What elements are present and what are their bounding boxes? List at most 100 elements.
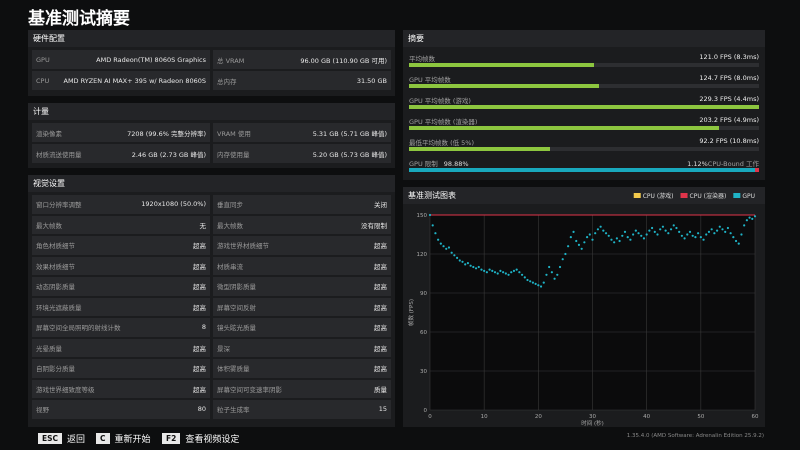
data-point <box>699 236 702 239</box>
setting-value: 80 <box>197 405 206 414</box>
data-point <box>707 230 711 233</box>
data-point <box>710 228 713 231</box>
data-point <box>715 229 719 232</box>
data-point <box>748 216 751 219</box>
setting-cell: 最大帧数 没有限制 <box>213 215 391 234</box>
data-point <box>567 245 570 248</box>
x-tick-label: 50 <box>697 414 704 420</box>
data-point <box>626 236 629 239</box>
setting-cell: CPU AMD RYZEN AI MAX+ 395 w/ Radeon 8060S <box>32 71 210 90</box>
data-point <box>694 236 697 239</box>
setting-label: 屏幕空间可变速率阴影 <box>217 385 282 394</box>
x-tick-label: 0 <box>428 414 432 420</box>
setting-label: 屏幕空间全局照明的射线计数 <box>36 324 121 333</box>
data-point <box>518 271 521 274</box>
data-point <box>680 234 683 237</box>
data-point <box>534 282 537 285</box>
setting-row: GPU AMD Radeon(TM) 8060S Graphics 总 VRAM 96… <box>32 50 391 69</box>
data-point <box>713 232 716 235</box>
setting-value: 超高 <box>193 365 206 374</box>
footer-action[interactable]: C 重新开始 <box>96 432 151 445</box>
data-point <box>599 225 602 228</box>
data-point <box>485 271 488 274</box>
data-point <box>721 228 724 231</box>
panel: 硬件配置 GPU AMD Radeon(TM) 8060S Graphics 总 VR… <box>28 30 395 96</box>
summary-value: 229.3 FPS (4.4ms) <box>699 95 759 103</box>
data-point <box>458 259 461 262</box>
data-point <box>615 237 618 240</box>
key-label: 查看视频设定 <box>185 435 240 445</box>
data-point <box>512 269 516 272</box>
setting-value: 无 <box>199 221 207 230</box>
setting-row: CPU AMD RYZEN AI MAX+ 395 w/ Radeon 8060S… <box>32 71 391 90</box>
setting-cell: 效果材质细节 超高 <box>32 256 210 275</box>
data-point <box>702 238 705 241</box>
setting-cell: 视野 80 <box>32 400 210 419</box>
summary-text: 平均帧数 121.0 FPS (8.3ms) <box>409 50 759 63</box>
data-point <box>550 271 553 274</box>
data-point <box>751 217 754 220</box>
summary-row: 最低平均帧数 (低 5%) 92.2 FPS (10.8ms) <box>409 134 759 155</box>
setting-value: 31.50 GB <box>356 76 387 85</box>
setting-value: 超高 <box>193 385 206 394</box>
setting-row: 环境光遮蔽质量 超高 屏幕空间反射 超高 <box>32 297 391 316</box>
setting-row: 屏幕空间全局照明的射线计数 8 镜头眩光质量 超高 <box>32 318 391 337</box>
fps-bar <box>409 84 600 88</box>
setting-cell: GPU AMD Radeon(TM) 8060S Graphics <box>32 50 210 69</box>
setting-value: 超高 <box>374 303 387 312</box>
data-point <box>437 238 440 241</box>
data-point <box>585 236 589 239</box>
gpu-limit-label: GPU 限制 <box>409 160 438 168</box>
setting-row: 效果材质细节 超高 材质串流 超高 <box>32 256 391 275</box>
chart-title: 基准测试图表 <box>408 190 456 200</box>
data-point <box>634 229 637 232</box>
data-point <box>464 263 467 266</box>
setting-label: 角色材质细节 <box>36 242 75 251</box>
key-badge: ESC <box>38 433 63 444</box>
setting-value: AMD RYZEN AI MAX+ 395 w/ Radeon 8060S <box>63 76 207 85</box>
setting-value: 超高 <box>193 242 206 251</box>
summary-value: 203.2 FPS (4.9ms) <box>699 116 759 124</box>
data-point <box>591 238 594 241</box>
data-point <box>691 234 694 237</box>
x-tick-label: 40 <box>643 414 650 420</box>
setting-cell: 游戏世界材质细节 超高 <box>213 236 391 255</box>
setting-value: 超高 <box>374 262 387 271</box>
footer-action[interactable]: F2 查看视频设定 <box>162 432 239 445</box>
data-point <box>675 226 678 230</box>
setting-label: 自阴影分质量 <box>36 365 75 374</box>
data-point <box>461 260 464 263</box>
chart: 基准测试图表 0 30 60 90 120 150 0 10 20 30 40 50 60 时间 (秒) 帧数… <box>403 187 765 427</box>
data-point <box>737 242 740 245</box>
data-point <box>491 269 494 272</box>
setting-label: 窗口分辨率调整 <box>36 201 82 210</box>
footer-action[interactable]: ESC 返回 <box>38 432 85 445</box>
data-point <box>499 269 502 272</box>
setting-cell: 总内存 31.50 GB <box>213 71 391 90</box>
x-axis-label: 时间 (秒) <box>581 419 604 427</box>
fps-bar <box>409 147 550 151</box>
data-point <box>640 234 643 237</box>
data-point <box>453 254 456 257</box>
data-point <box>602 229 605 232</box>
setting-value: 超高 <box>374 365 387 374</box>
data-point <box>529 280 532 283</box>
setting-value: 超高 <box>374 242 387 251</box>
summary-text: GPU 平均帧数 124.7 FPS (8.0ms) <box>409 71 759 84</box>
data-point <box>661 225 665 228</box>
data-point <box>686 233 689 236</box>
bar-track <box>409 168 759 172</box>
setting-label: 最大帧数 <box>36 221 62 230</box>
data-point <box>561 258 564 261</box>
data-point <box>588 233 591 236</box>
legend-label: CPU (渲染器) <box>690 192 727 200</box>
setting-row: 材质流送使用量 2.46 GB (2.73 GB 峰值) 内存使用量 5.20 GB … <box>32 144 391 163</box>
setting-label: 动态阴影质量 <box>36 283 75 292</box>
data-point <box>688 230 692 233</box>
summary-row: 平均帧数 121.0 FPS (8.3ms) <box>409 50 759 71</box>
setting-cell: 微型阴影质量 超高 <box>213 277 391 296</box>
data-point <box>642 237 646 240</box>
setting-label: 游戏世界材质细节 <box>217 242 269 251</box>
data-point <box>531 281 535 284</box>
